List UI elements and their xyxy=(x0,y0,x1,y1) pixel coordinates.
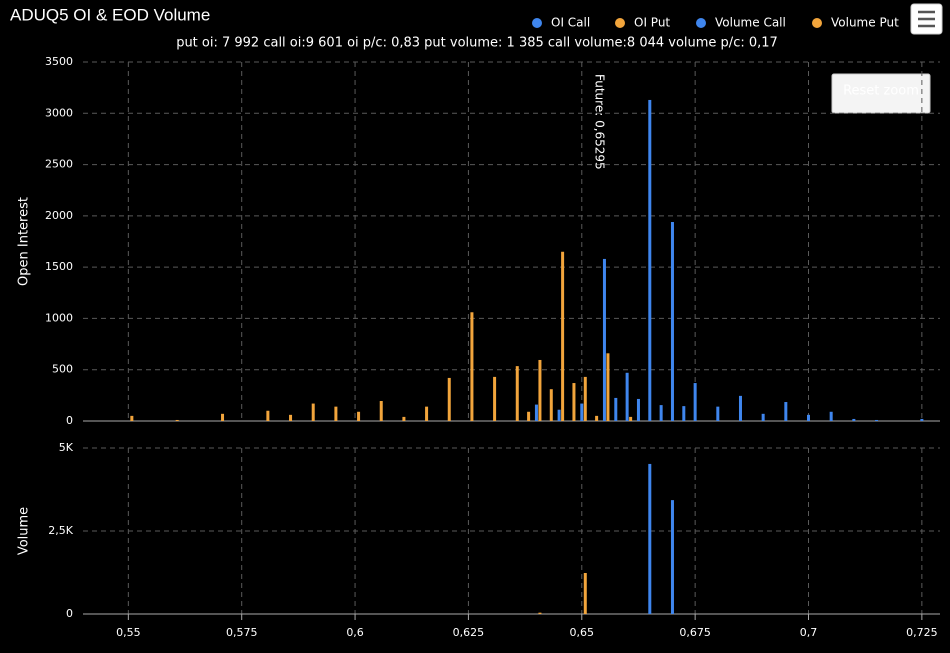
bar xyxy=(425,406,429,421)
bar xyxy=(572,383,576,421)
bar xyxy=(402,416,406,421)
bar xyxy=(670,222,674,421)
bar xyxy=(221,413,225,421)
legend-label: OI Call xyxy=(551,16,590,30)
bar xyxy=(852,418,856,421)
bar xyxy=(629,416,633,421)
chart-title: ADUQ5 OI & EOD Volume xyxy=(10,5,210,24)
bar xyxy=(289,414,293,421)
y-axis-title: Open Interest xyxy=(17,197,32,286)
y-tick-label: 3000 xyxy=(45,106,73,119)
bar xyxy=(614,397,618,421)
y-tick-label: 5K xyxy=(59,441,74,454)
bar xyxy=(357,411,361,421)
bar xyxy=(447,377,451,421)
x-tick-label: 0,7 xyxy=(800,626,818,639)
y-tick-label: 1000 xyxy=(45,311,73,324)
bar xyxy=(761,413,765,421)
bar xyxy=(875,419,879,421)
bar xyxy=(595,415,599,421)
bar xyxy=(738,395,742,421)
bar xyxy=(583,376,587,421)
bar xyxy=(648,99,652,422)
x-tick-label: 0,575 xyxy=(226,626,258,639)
bar xyxy=(784,402,788,421)
y-tick-label: 1500 xyxy=(45,260,73,273)
bar xyxy=(266,410,270,421)
legend-label: OI Put xyxy=(634,16,670,30)
bar xyxy=(636,398,640,421)
bar xyxy=(625,372,629,421)
annotation: Future: 0,65295 xyxy=(593,74,607,170)
bar xyxy=(334,406,338,421)
bar xyxy=(580,403,584,421)
bar xyxy=(557,409,561,421)
bar xyxy=(493,376,497,421)
bar xyxy=(515,366,519,421)
bar xyxy=(606,353,610,421)
bar xyxy=(682,406,686,421)
bar xyxy=(538,612,542,614)
y-tick-label: 3500 xyxy=(45,55,73,68)
legend-marker xyxy=(532,18,542,28)
y-axis-title: Volume xyxy=(17,507,32,555)
menu-button[interactable] xyxy=(910,3,943,35)
legend-marker xyxy=(812,18,822,28)
bar xyxy=(561,251,565,421)
legend-label: Volume Put xyxy=(831,16,899,30)
bar xyxy=(920,418,924,421)
y-tick-label: 2,5K xyxy=(48,524,73,537)
x-tick-label: 0,6 xyxy=(346,626,364,639)
x-tick-label: 0,65 xyxy=(570,626,595,639)
x-tick-label: 0,725 xyxy=(906,626,938,639)
bar xyxy=(583,572,587,614)
y-tick-label: 2500 xyxy=(45,158,73,171)
y-tick-label: 2000 xyxy=(45,209,73,222)
bar xyxy=(648,463,652,614)
bar xyxy=(175,419,179,421)
y-tick-label: 0 xyxy=(66,607,73,620)
x-tick-label: 0,625 xyxy=(453,626,485,639)
bar xyxy=(379,400,383,421)
bar xyxy=(829,411,833,421)
chart-subtitle: put oi: 7 992 call oi:9 601 oi p/c: 0,83… xyxy=(176,36,778,51)
y-tick-label: 500 xyxy=(52,363,73,376)
bar xyxy=(470,312,474,421)
bar xyxy=(538,359,542,421)
legend-label: Volume Call xyxy=(715,16,786,30)
reset-zoom-button[interactable]: Reset zoom xyxy=(831,73,931,114)
bar xyxy=(693,383,697,421)
bar xyxy=(716,406,720,421)
bar xyxy=(807,414,811,421)
x-tick-label: 0,675 xyxy=(679,626,711,639)
bar xyxy=(659,405,663,421)
bar xyxy=(549,389,553,421)
reset-zoom-label[interactable]: Reset zoom xyxy=(843,84,919,99)
bar xyxy=(534,404,538,421)
x-tick-label: 0,55 xyxy=(116,626,141,639)
legend-marker xyxy=(615,18,625,28)
legend-marker xyxy=(696,18,706,28)
bar xyxy=(670,500,674,614)
bar xyxy=(311,403,315,421)
y-tick-label: 0 xyxy=(66,414,73,427)
reset-zoom-box[interactable] xyxy=(831,73,931,114)
bar xyxy=(602,258,606,421)
bar xyxy=(527,411,531,421)
bar xyxy=(130,415,134,421)
